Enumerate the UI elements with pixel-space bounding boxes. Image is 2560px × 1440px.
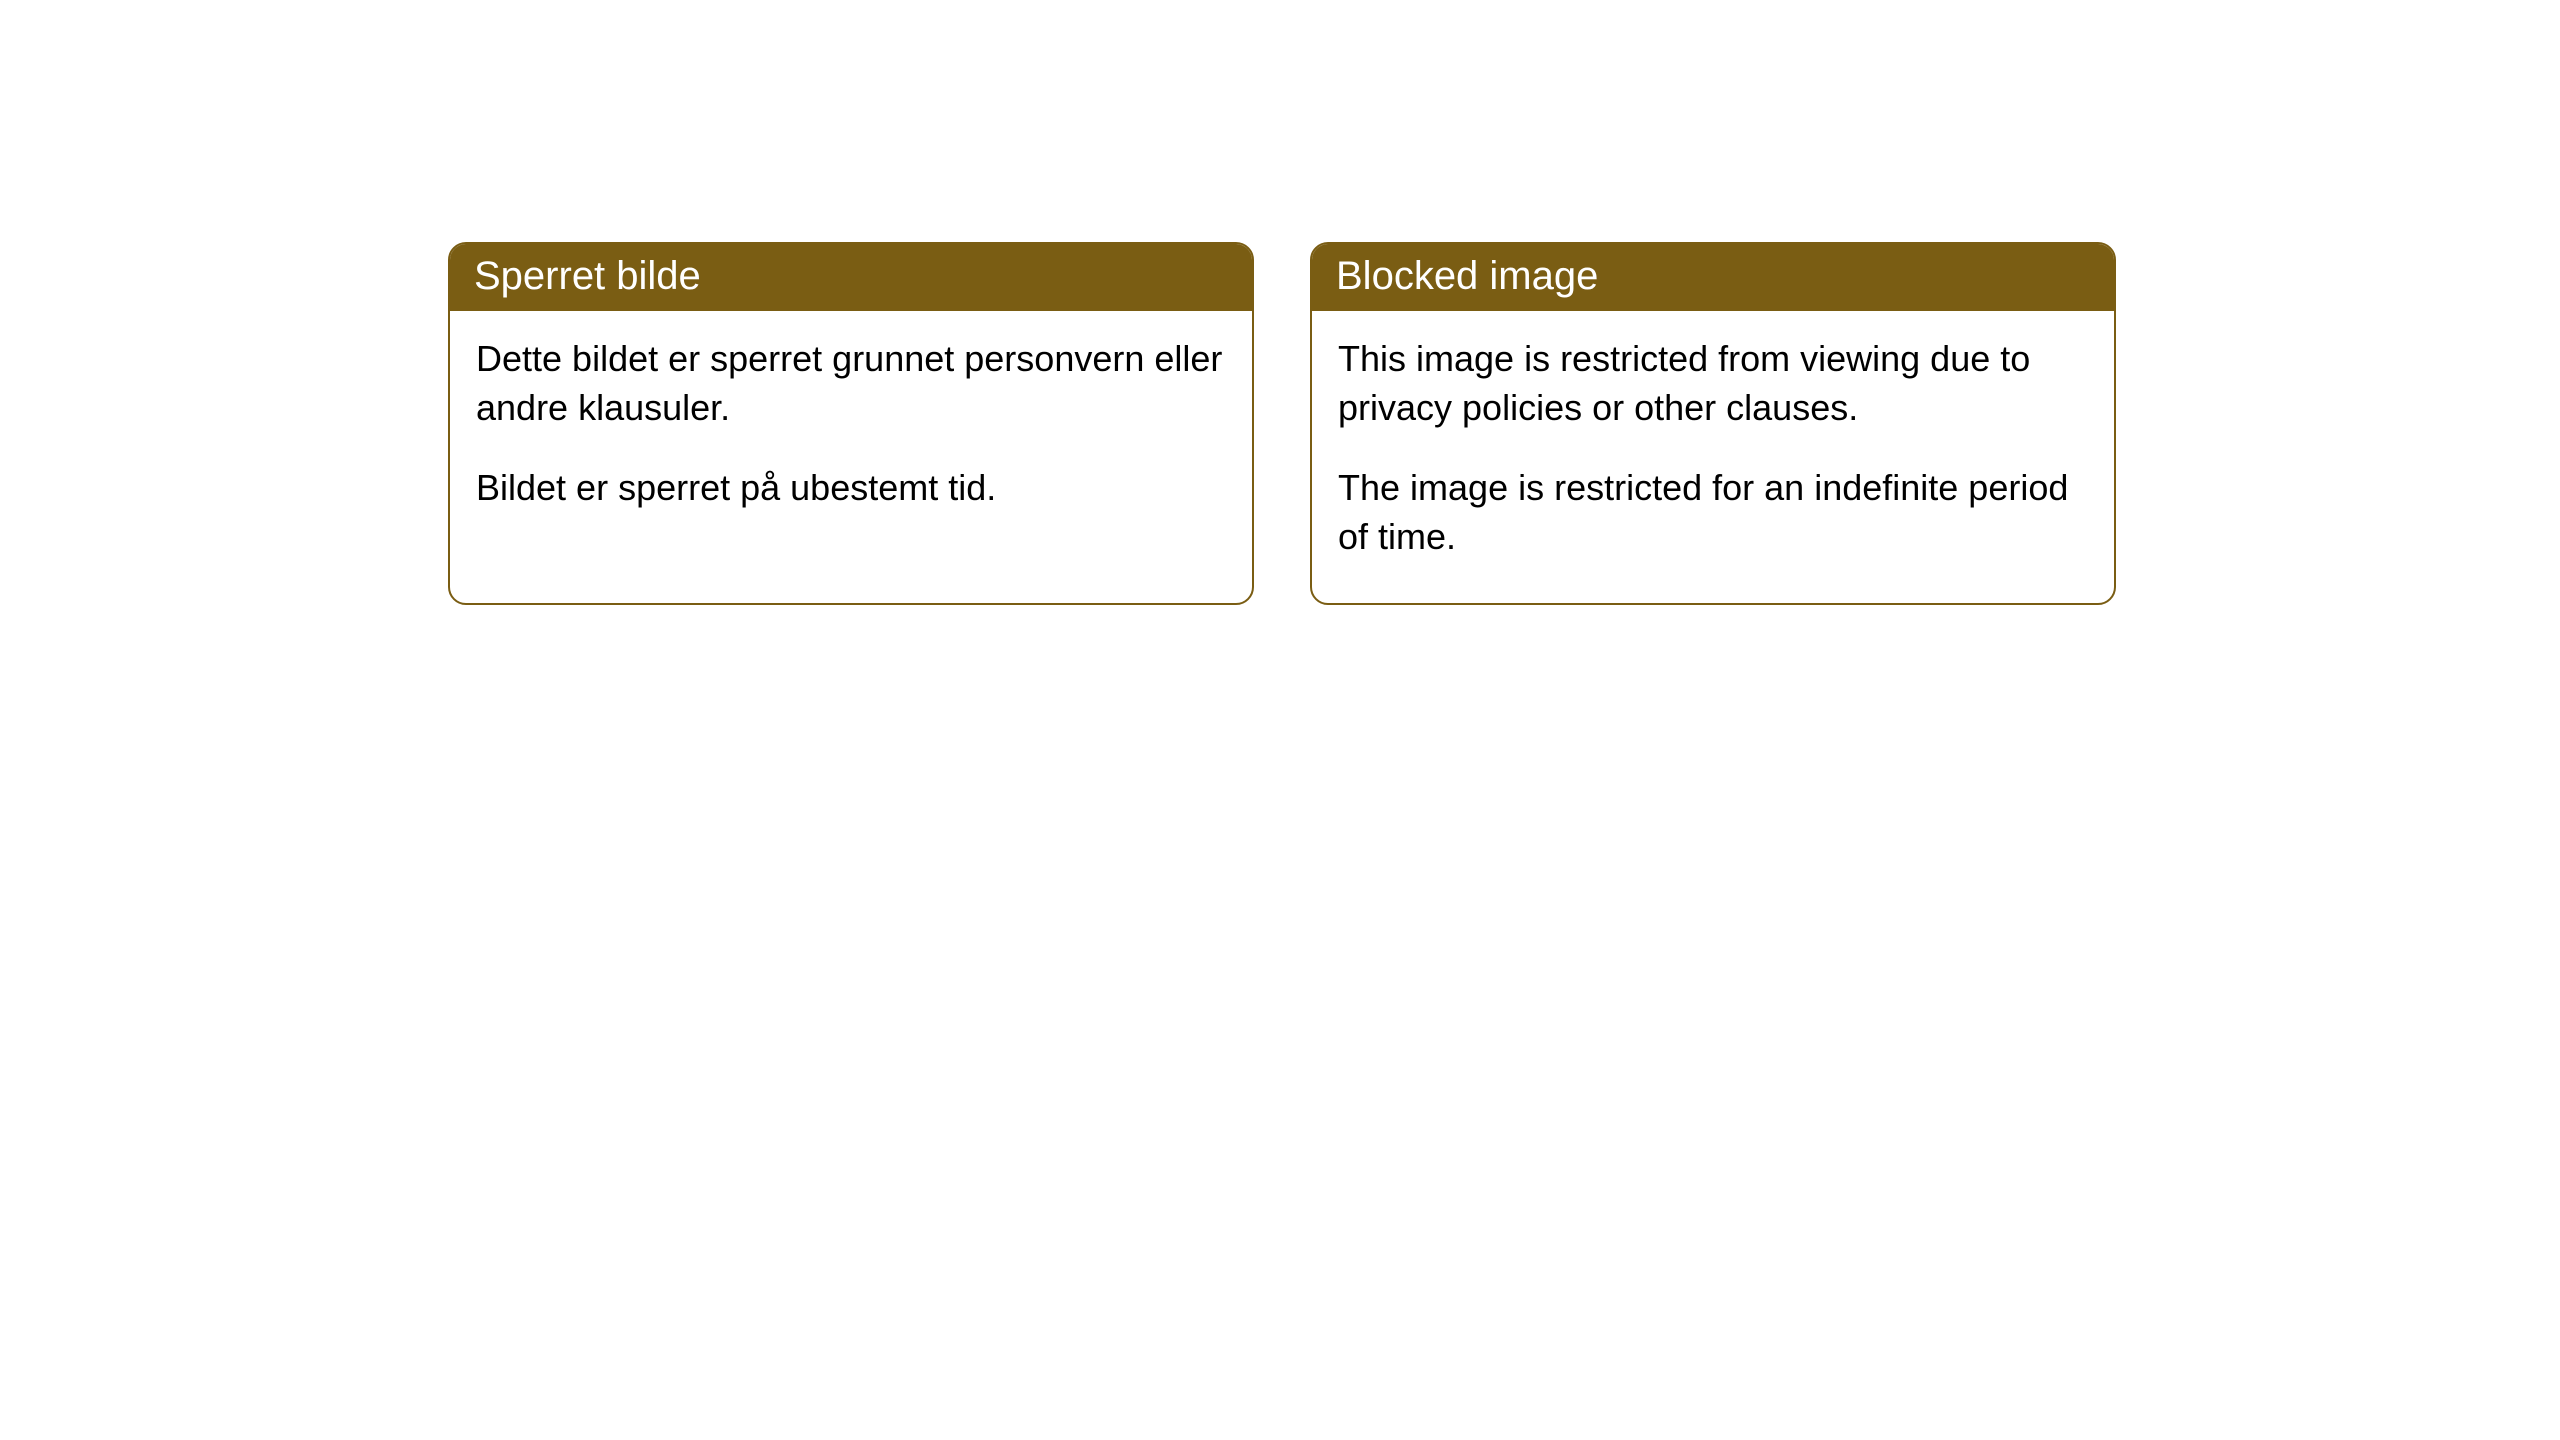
card-header-norwegian: Sperret bilde [450,244,1252,311]
card-title-norwegian: Sperret bilde [474,254,701,298]
card-title-english: Blocked image [1336,254,1598,298]
card-body-norwegian: Dette bildet er sperret grunnet personve… [450,311,1252,555]
cards-container: Sperret bilde Dette bildet er sperret gr… [448,242,2116,605]
card-paragraph-1-norwegian: Dette bildet er sperret grunnet personve… [476,335,1226,432]
card-body-english: This image is restricted from viewing du… [1312,311,2114,603]
blocked-image-card-norwegian: Sperret bilde Dette bildet er sperret gr… [448,242,1254,605]
card-header-english: Blocked image [1312,244,2114,311]
blocked-image-card-english: Blocked image This image is restricted f… [1310,242,2116,605]
card-paragraph-1-english: This image is restricted from viewing du… [1338,335,2088,432]
card-paragraph-2-norwegian: Bildet er sperret på ubestemt tid. [476,464,1226,513]
card-paragraph-2-english: The image is restricted for an indefinit… [1338,464,2088,561]
